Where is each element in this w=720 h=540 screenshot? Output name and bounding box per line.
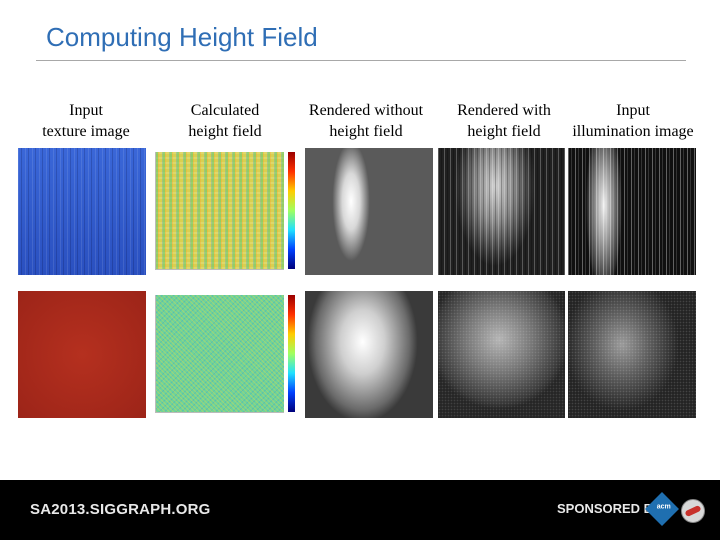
plot-axis	[156, 412, 284, 413]
title-divider	[36, 60, 686, 61]
rendered-without-height-field-1	[305, 148, 433, 275]
rendered-without-height-field-2	[305, 291, 433, 418]
height-field-heatmap	[156, 152, 284, 269]
column-label-illumination: Input illumination image	[562, 100, 704, 142]
column-label-input-texture: Input texture image	[36, 100, 136, 142]
column-label-line: height field	[467, 123, 541, 140]
sponsored-by-label: SPONSORED BY	[557, 501, 662, 516]
column-label-line: height field	[188, 123, 262, 140]
plot-axis	[155, 152, 156, 270]
input-illumination-image-2	[568, 291, 696, 418]
column-label-line: Input	[69, 102, 103, 119]
column-label-line: Rendered with	[457, 102, 551, 119]
column-label-height-field: Calculated height field	[175, 100, 275, 142]
rendered-with-height-field-1	[438, 148, 565, 275]
height-field-colorbar	[288, 152, 295, 269]
acm-logo-icon: acm	[645, 492, 679, 526]
column-label-line: illumination image	[572, 123, 694, 140]
height-field-heatmap	[156, 295, 284, 412]
slide-title: Computing Height Field	[46, 22, 318, 52]
column-label-line: Rendered without	[308, 102, 424, 119]
plot-axis	[156, 269, 284, 270]
input-texture-image-2	[18, 291, 146, 418]
height-field-plot-2	[148, 291, 301, 418]
acm-logo-text: acm	[656, 503, 671, 511]
input-texture-image-1	[18, 148, 146, 275]
footer-bar: SA2013.SIGGRAPH.ORG SPONSORED BY acm	[0, 480, 720, 540]
column-label-line: Input	[616, 102, 650, 119]
rendered-with-height-field-2	[438, 291, 565, 418]
conference-site-link[interactable]: SA2013.SIGGRAPH.ORG	[30, 501, 211, 518]
height-field-plot-1	[148, 148, 301, 275]
input-illumination-image-1	[568, 148, 696, 275]
column-label-line: texture image	[42, 123, 130, 140]
plot-axis	[155, 295, 156, 413]
sponsor-logo-icon	[681, 499, 705, 523]
column-label-line: Calculated	[190, 102, 260, 119]
column-label-line: height field	[329, 123, 403, 140]
column-label-rendered-without: Rendered without height field	[296, 100, 436, 142]
height-field-colorbar	[288, 295, 295, 412]
column-label-rendered-with: Rendered with height field	[448, 100, 560, 142]
